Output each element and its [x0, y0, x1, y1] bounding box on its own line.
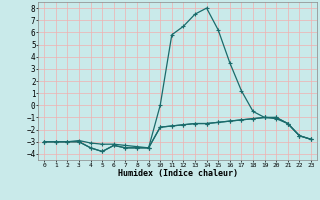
X-axis label: Humidex (Indice chaleur): Humidex (Indice chaleur)	[118, 169, 238, 178]
